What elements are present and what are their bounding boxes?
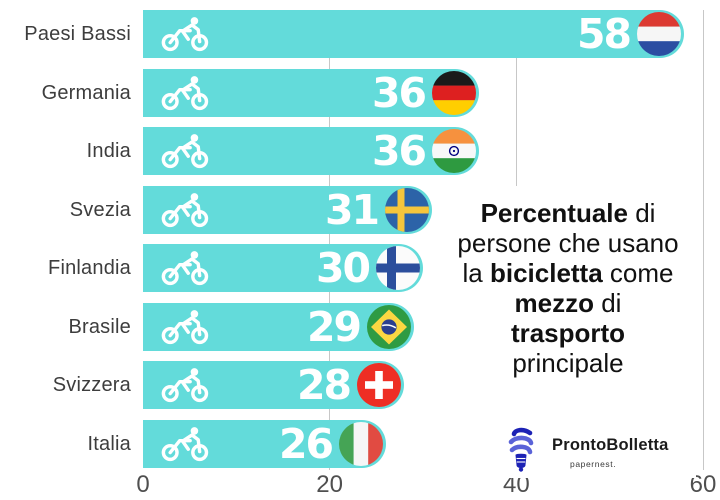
cyclist-icon — [161, 134, 209, 169]
bar-finlandia: 30 — [143, 244, 423, 292]
cyclist-icon — [161, 427, 209, 462]
bar-value: 58 — [576, 10, 632, 58]
bar-svizzera: 28 — [143, 361, 404, 409]
bar-italia: 26 — [143, 420, 386, 468]
bar-india: 36 — [143, 127, 479, 175]
caption-line: mezzo di — [440, 288, 696, 318]
bar-value: 26 — [278, 420, 334, 468]
italy-flag-icon — [339, 422, 383, 466]
caption-text: la — [462, 258, 490, 288]
germany-flag-icon — [432, 71, 476, 115]
x-axis-label-0: 0 — [136, 471, 150, 498]
cyclist-icon — [161, 251, 209, 286]
bar-value: 30 — [315, 244, 371, 292]
cyclist-icon — [161, 193, 209, 228]
caption-line: trasporto — [440, 318, 696, 348]
caption-bold-word: bicicletta — [489, 258, 603, 288]
cyclist-icon — [161, 76, 209, 111]
bar-value: 36 — [371, 127, 427, 175]
bar-value: 29 — [306, 303, 362, 351]
switzerland-flag-icon — [357, 363, 401, 407]
finland-flag-icon — [376, 246, 420, 290]
country-label: Brasile — [68, 315, 131, 338]
country-label: Germania — [41, 81, 131, 104]
brand-name: ProntoBolletta — [552, 436, 669, 454]
country-label: Paesi Bassi — [24, 22, 131, 45]
bar-svezia: 31 — [143, 186, 432, 234]
country-label: Svezia — [69, 198, 131, 221]
caption-bold-word: Percentuale — [480, 198, 628, 228]
country-label: India — [86, 139, 131, 162]
bar-value: 28 — [296, 361, 352, 409]
caption-line: la bicicletta come — [440, 258, 696, 288]
india-flag-icon — [432, 129, 476, 173]
gridline-x60 — [702, 10, 704, 470]
sweden-flag-icon — [385, 188, 429, 232]
caption-text: principale — [512, 348, 624, 378]
cyclist-icon — [161, 17, 209, 52]
bar-value: 36 — [371, 69, 427, 117]
country-label: Finlandia — [48, 256, 131, 279]
x-axis-label-20: 20 — [316, 471, 344, 498]
brand-subtext: papernest. — [570, 459, 617, 469]
bar-paesi-bassi: 58 — [143, 10, 684, 58]
caption-line: Percentuale di — [440, 198, 696, 228]
caption: Percentuale di persone che usano la bicicl… — [440, 198, 696, 378]
bar-brasile: 29 — [143, 303, 414, 351]
caption-line: persone che usano — [440, 228, 696, 258]
country-label: Svizzera — [52, 373, 131, 396]
cfl-lightbulb-icon — [508, 427, 534, 472]
caption-text: come — [602, 258, 674, 288]
bar-value: 31 — [324, 186, 380, 234]
caption-text: di — [594, 288, 622, 318]
caption-line: principale — [440, 348, 696, 378]
cyclist-icon — [161, 310, 209, 345]
country-label: Italia — [87, 432, 131, 455]
caption-text: persone che usano — [457, 228, 679, 258]
caption-panel: Percentuale di persone che usano la bicicl… — [440, 186, 696, 478]
netherlands-flag-icon — [637, 12, 681, 56]
cyclist-icon — [161, 368, 209, 403]
caption-text: di — [627, 198, 656, 228]
caption-bold-word: mezzo — [514, 288, 594, 318]
caption-bold-word: trasporto — [510, 318, 626, 348]
bar-germania: 36 — [143, 69, 479, 117]
brazil-flag-icon — [367, 305, 411, 349]
gridline-x20 — [329, 10, 331, 470]
